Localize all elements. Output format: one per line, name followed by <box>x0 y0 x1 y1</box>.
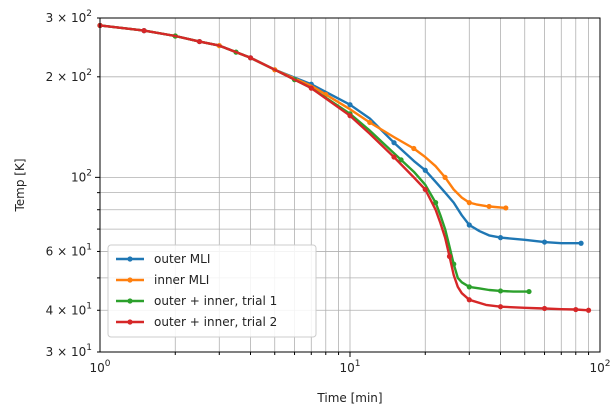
series-point <box>526 288 532 295</box>
series-point <box>398 157 404 163</box>
y-tick-labels: 3 × 101 4 × 101 6 × 101 102 2 × 102 3 × 102 <box>46 9 92 359</box>
series-point <box>308 85 314 91</box>
series-point <box>578 240 584 246</box>
series-point <box>497 235 504 241</box>
series-point <box>466 200 472 206</box>
series-line <box>99 24 582 245</box>
series-2 <box>97 22 509 211</box>
series-1 <box>97 22 584 246</box>
series-point <box>247 55 254 61</box>
series-line <box>99 24 589 312</box>
series-point <box>422 167 428 173</box>
series-point <box>141 28 147 34</box>
legend: outer MLI inner MLI outer + inner, trial 1… <box>107 244 317 338</box>
series-4 <box>97 22 592 313</box>
legend-label: outer + inner, trial 2 <box>154 315 277 329</box>
legend-marker <box>127 319 133 325</box>
legend-marker <box>127 277 133 283</box>
x-tick-label: 100 <box>89 359 110 375</box>
series-point <box>347 113 353 119</box>
legend-label: outer + inner, trial 1 <box>154 294 277 308</box>
x-tick-label: 102 <box>589 359 610 375</box>
y-tick-label: 102 <box>71 168 92 184</box>
series-point <box>411 145 417 152</box>
y-tick-label: 3 × 102 <box>46 9 92 25</box>
x-tick-labels: 100 101 102 <box>89 359 610 375</box>
series-point <box>446 253 453 259</box>
series-point <box>391 140 397 146</box>
y-tick-label: 3 × 101 <box>46 343 92 359</box>
x-axis-label: Time [min] <box>316 391 382 405</box>
legend-box <box>107 244 317 338</box>
series-point <box>466 222 472 228</box>
series-point <box>433 200 439 206</box>
series-point <box>466 297 472 303</box>
series-point <box>503 205 509 211</box>
series-point <box>196 38 203 45</box>
series-point <box>585 307 592 313</box>
legend-label: outer MLI <box>154 252 210 266</box>
legend-marker <box>127 298 133 304</box>
series-point <box>486 203 492 210</box>
series-point <box>573 306 579 313</box>
y-axis-label: Temp [K] <box>13 158 27 212</box>
series-point <box>347 102 353 108</box>
series-point <box>391 154 397 160</box>
x-tick-label: 101 <box>339 359 360 375</box>
grid-lines <box>100 18 600 352</box>
series-point <box>497 288 504 294</box>
legend-label: inner MLI <box>154 273 209 287</box>
series-point <box>442 174 448 180</box>
series-line <box>99 24 506 210</box>
series-point <box>367 119 373 126</box>
legend-marker <box>127 256 133 262</box>
y-tick-label: 4 × 101 <box>46 301 92 317</box>
series-point <box>422 186 428 193</box>
y-tick-label: 2 × 102 <box>46 68 92 84</box>
tick-marks <box>95 17 590 357</box>
series-point <box>541 305 548 312</box>
series-point <box>497 304 504 310</box>
series-point <box>541 239 548 245</box>
series-point <box>466 284 472 290</box>
y-tick-label: 6 × 101 <box>46 242 92 258</box>
series-layer <box>97 22 592 313</box>
